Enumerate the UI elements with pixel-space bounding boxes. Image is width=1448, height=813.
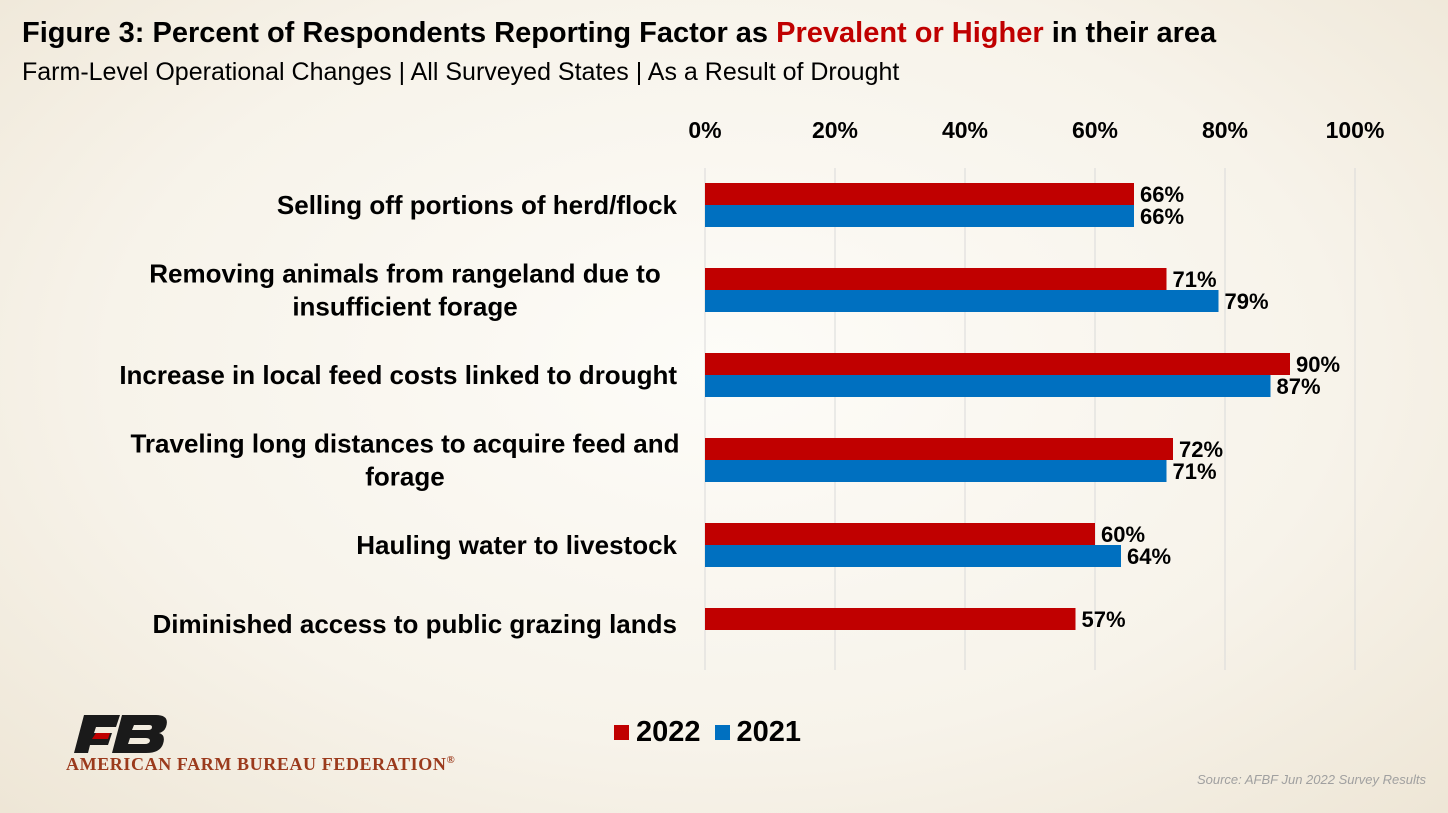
- category-label-line: insufficient forage: [292, 292, 517, 322]
- legend-item-2021: 2021: [714, 716, 802, 749]
- x-tick-label: 40%: [942, 117, 988, 143]
- category-label: Increase in local feed costs linked to d…: [119, 360, 677, 390]
- bar-2022: [705, 268, 1167, 290]
- data-label-2022: 71%: [1173, 267, 1217, 292]
- category-label: Selling off portions of herd/flock: [277, 190, 678, 220]
- title-highlight: Prevalent or Higher: [776, 17, 1044, 49]
- category-label-line: Removing animals from rangeland due to: [149, 259, 660, 289]
- fb-logo-icon: [74, 715, 167, 753]
- org-name: AMERICAN FARM BUREAU FEDERATION®: [66, 754, 455, 775]
- category-label-line: Diminished access to public grazing land…: [153, 609, 677, 639]
- legend-label-2021: 2021: [736, 716, 802, 748]
- org-registered-mark: ®: [446, 754, 456, 766]
- title-suffix: in their area: [1043, 17, 1217, 49]
- category-label: Diminished access to public grazing land…: [153, 609, 677, 639]
- legend-label-2022: 2022: [636, 716, 701, 748]
- category-label-line: Increase in local feed costs linked to d…: [119, 360, 677, 390]
- bar-2022: [705, 523, 1095, 545]
- category-label: Traveling long distances to acquire feed…: [130, 429, 679, 492]
- data-label-2022: 90%: [1296, 352, 1340, 377]
- data-label-2022: 60%: [1101, 522, 1145, 547]
- x-tick-label: 80%: [1202, 117, 1248, 143]
- source-note: Source: AFBF Jun 2022 Survey Results: [1196, 772, 1426, 787]
- data-label-2021: 87%: [1277, 374, 1321, 399]
- data-label-2022: 66%: [1140, 182, 1184, 207]
- x-tick-label: 100%: [1326, 117, 1385, 143]
- x-tick-label: 20%: [812, 117, 858, 143]
- chart-subtitle: Farm-Level Operational Changes | All Sur…: [22, 58, 900, 86]
- legend-swatch-2022: [614, 725, 629, 740]
- data-label-2021: 71%: [1173, 459, 1217, 484]
- category-label-line: Traveling long distances to acquire feed…: [130, 429, 679, 459]
- legend-item-2022: 2022: [614, 716, 701, 749]
- category-label-line: Hauling water to livestock: [356, 530, 677, 560]
- category-label: Hauling water to livestock: [356, 530, 677, 560]
- chart-title: Figure 3: Percent of Respondents Reporti…: [22, 17, 1216, 50]
- legend: 2022 2021: [614, 716, 815, 749]
- data-label-2021: 64%: [1127, 544, 1171, 569]
- category-label: Removing animals from rangeland due to in…: [149, 259, 660, 322]
- legend-swatch-2021: [714, 725, 730, 740]
- category-label-line: Selling off portions of herd/flock: [277, 190, 678, 220]
- x-tick-label: 60%: [1072, 117, 1118, 143]
- x-tick-label: 0%: [688, 117, 721, 143]
- data-label-2021: 66%: [1140, 204, 1184, 229]
- bar-2022: [705, 438, 1173, 460]
- bar-2022: [705, 608, 1076, 630]
- bar-2021: [705, 375, 1271, 397]
- bar-2021: [705, 460, 1167, 482]
- category-label-line: forage: [365, 462, 444, 492]
- bar-2021: [705, 545, 1121, 567]
- bar-2022: [705, 183, 1134, 205]
- bar-2021: [705, 290, 1219, 312]
- org-name-text: AMERICAN FARM BUREAU FEDERATION: [66, 754, 447, 774]
- title-prefix: Figure 3: Percent of Respondents Reporti…: [22, 17, 777, 49]
- bar-2021: [705, 205, 1134, 227]
- data-label-2021: 79%: [1225, 289, 1269, 314]
- data-label-2022: 72%: [1179, 437, 1223, 462]
- data-label-2022: 57%: [1082, 607, 1126, 632]
- bar-2022: [705, 353, 1290, 375]
